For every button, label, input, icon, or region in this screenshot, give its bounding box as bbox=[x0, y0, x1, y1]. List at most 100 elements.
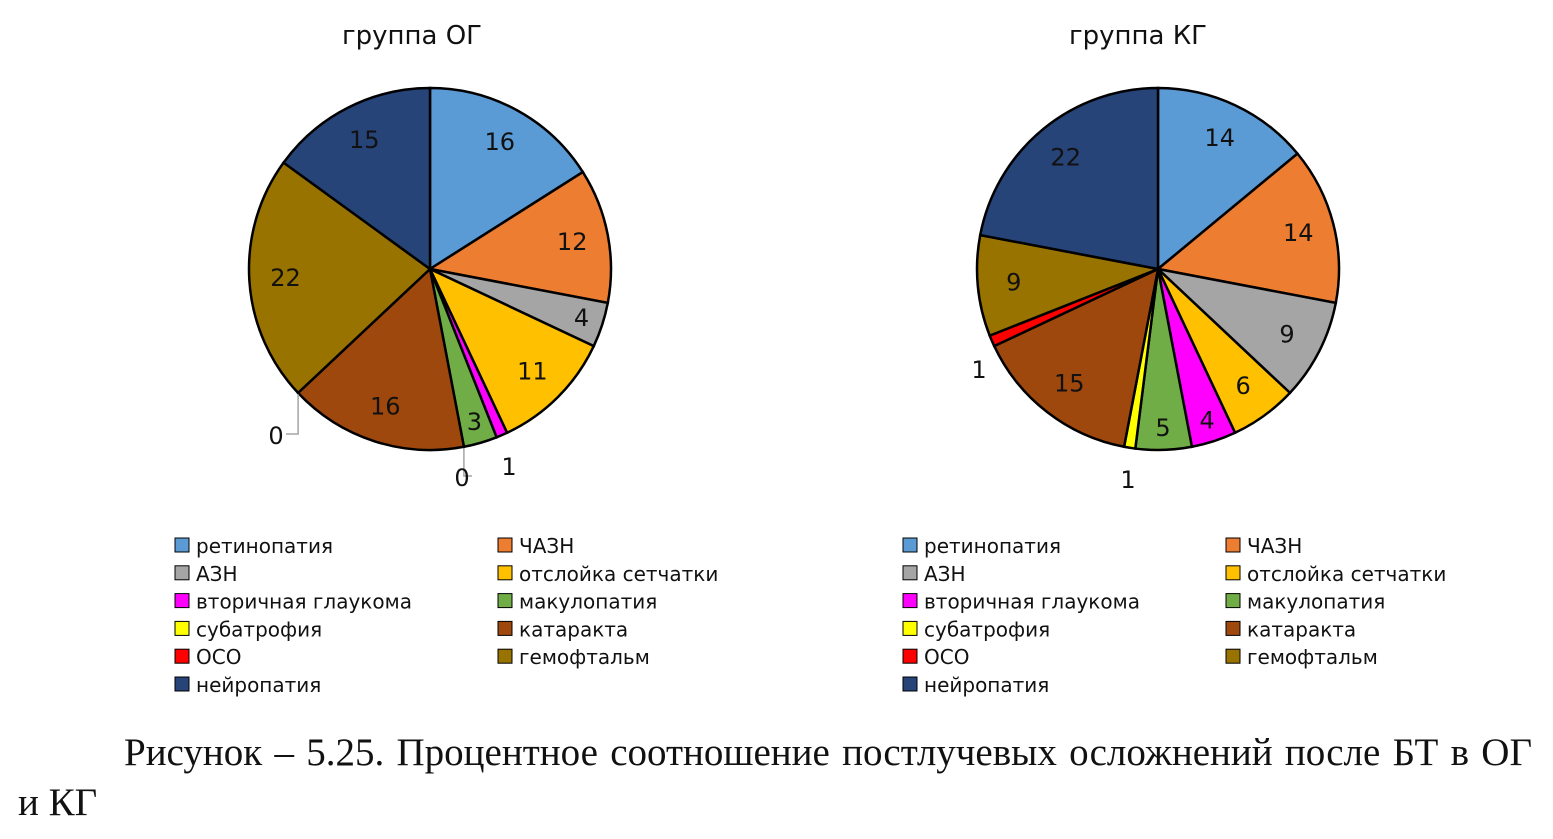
legend-swatch bbox=[1225, 565, 1241, 581]
data-label: 0 bbox=[268, 422, 283, 450]
data-label: 12 bbox=[557, 228, 588, 256]
data-label: 5 bbox=[1155, 414, 1170, 442]
data-label: 22 bbox=[1050, 143, 1081, 171]
legend-label: катаракта bbox=[519, 617, 628, 641]
legend-item: вторичная глаукома bbox=[902, 590, 1140, 614]
pie-slice bbox=[428, 86, 585, 272]
pie-slice bbox=[247, 160, 432, 395]
pie-slice bbox=[1156, 86, 1300, 272]
data-label: 16 bbox=[485, 128, 516, 156]
legend-item: вторичная глаукома bbox=[174, 590, 412, 614]
legend-label: макулопатия bbox=[519, 590, 657, 614]
legend-swatch bbox=[174, 620, 190, 636]
legend-label: субатрофия bbox=[924, 617, 1050, 641]
pie-slice bbox=[975, 233, 1163, 338]
leader-line bbox=[463, 446, 472, 477]
data-label: 1 bbox=[1120, 466, 1135, 494]
legend-swatch bbox=[902, 537, 918, 553]
legend-swatch bbox=[174, 648, 190, 664]
legend-swatch bbox=[497, 593, 513, 609]
legend-item: субатрофия bbox=[902, 617, 1050, 641]
legend-label: гемофтальм bbox=[519, 645, 650, 669]
legend-item: отслойка сетчатки bbox=[497, 562, 718, 586]
legend-label: ЧАЗН bbox=[519, 534, 574, 558]
data-label: 22 bbox=[270, 264, 301, 292]
figure-caption: Рисунок – 5.25. Процентное соотношение п… bbox=[18, 731, 1532, 824]
pie-slice bbox=[427, 266, 596, 435]
pie-slice bbox=[281, 86, 432, 272]
legend-item: ОСО bbox=[902, 645, 969, 669]
chart-title: группа ОГ bbox=[342, 21, 482, 51]
data-label: 15 bbox=[349, 126, 380, 154]
legend-swatch bbox=[1225, 537, 1241, 553]
pie-slice bbox=[1154, 266, 1338, 395]
legend-item: ретинопатия bbox=[174, 534, 333, 558]
legend-swatch bbox=[174, 593, 190, 609]
legend-swatch bbox=[174, 565, 190, 581]
legend-item: ЧАЗН bbox=[1225, 534, 1302, 558]
legend-label: нейропатия bbox=[196, 673, 321, 697]
legend-item: АЗН bbox=[902, 562, 966, 586]
legend-item: гемофтальм bbox=[497, 645, 650, 669]
legend-swatch bbox=[497, 648, 513, 664]
legend-label: вторичная глаукома bbox=[924, 590, 1140, 614]
legend-item: макулопатия bbox=[1225, 590, 1385, 614]
legend-item: отслойка сетчатки bbox=[1225, 562, 1446, 586]
legend-swatch bbox=[497, 620, 513, 636]
legend-swatch bbox=[174, 537, 190, 553]
legend-label: отслойка сетчатки bbox=[519, 562, 718, 586]
legend-swatch bbox=[1225, 648, 1241, 664]
pie-slice bbox=[426, 170, 613, 305]
legend-swatch bbox=[1225, 620, 1241, 636]
legend-swatch bbox=[497, 537, 513, 553]
legend-label: АЗН bbox=[924, 562, 966, 586]
legend-label: отслойка сетчатки bbox=[1247, 562, 1446, 586]
legend-item: ОСО bbox=[174, 645, 241, 669]
legend-swatch bbox=[497, 565, 513, 581]
legend-label: нейропатия bbox=[924, 673, 1049, 697]
legend-item: нейропатия bbox=[902, 673, 1049, 697]
data-label: 9 bbox=[1279, 321, 1294, 349]
legend-label: ОСО bbox=[924, 645, 969, 669]
data-label: 3 bbox=[467, 408, 482, 436]
legend-item: гемофтальм bbox=[1225, 645, 1378, 669]
pie-slice bbox=[978, 86, 1160, 271]
data-label: 14 bbox=[1204, 124, 1235, 152]
legend-label: катаракта bbox=[1247, 617, 1356, 641]
data-label: 1 bbox=[501, 453, 516, 481]
legend-swatch bbox=[902, 593, 918, 609]
legend-item: катаракта bbox=[1225, 617, 1356, 641]
chart-title: группа КГ bbox=[1069, 21, 1207, 51]
legend-label: ретинопатия bbox=[196, 534, 333, 558]
legend-label: ретинопатия bbox=[924, 534, 1061, 558]
legend-item: АЗН bbox=[174, 562, 238, 586]
legend-swatch bbox=[174, 676, 190, 692]
data-label: 0 bbox=[454, 464, 469, 492]
data-label: 15 bbox=[1054, 369, 1085, 397]
legend-label: вторичная глаукома bbox=[196, 590, 412, 614]
data-label: 4 bbox=[574, 304, 589, 332]
data-label: 9 bbox=[1006, 269, 1021, 297]
legend-item: макулопатия bbox=[497, 590, 657, 614]
data-label: 1 bbox=[971, 356, 986, 384]
legend-label: АЗН bbox=[196, 562, 238, 586]
data-label: 11 bbox=[517, 357, 548, 385]
leader-line bbox=[286, 392, 299, 435]
legend-swatch bbox=[902, 648, 918, 664]
data-label: 16 bbox=[370, 393, 401, 421]
legend-item: катаракта bbox=[497, 617, 628, 641]
legend-swatch bbox=[902, 565, 918, 581]
legend-label: ОСО bbox=[196, 645, 241, 669]
legend-item: нейропатия bbox=[174, 673, 321, 697]
legend-label: гемофтальм bbox=[1247, 645, 1378, 669]
legend-item: ретинопатия bbox=[902, 534, 1061, 558]
pie-slice bbox=[296, 266, 466, 452]
data-label: 14 bbox=[1283, 219, 1314, 247]
legend-label: макулопатия bbox=[1247, 590, 1385, 614]
pie-slice bbox=[992, 266, 1160, 449]
legend-swatch bbox=[1225, 593, 1241, 609]
data-label: 6 bbox=[1235, 372, 1250, 400]
pie-slice bbox=[1155, 151, 1341, 305]
